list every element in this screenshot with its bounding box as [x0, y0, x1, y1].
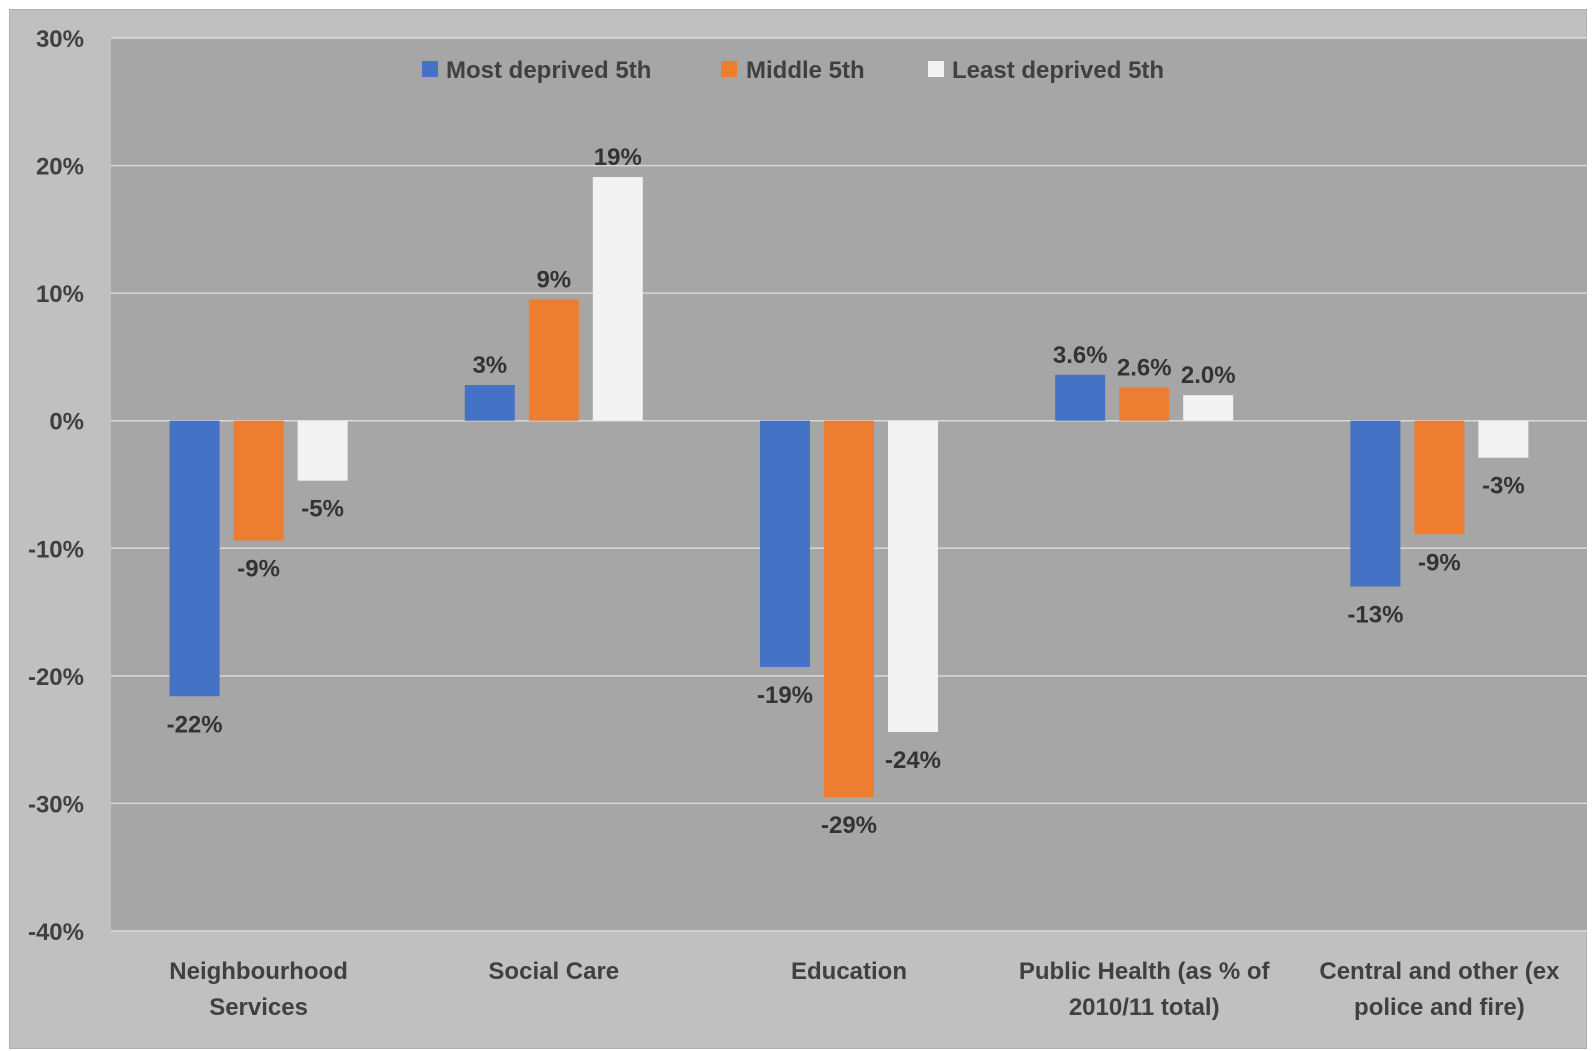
data-label: -13%: [1347, 602, 1403, 629]
bar: [1478, 420, 1529, 458]
legend-label: Middle 5th: [746, 57, 865, 84]
legend-label: Most deprived 5th: [446, 57, 651, 84]
data-label: 3.6%: [1053, 342, 1108, 369]
bar: [1119, 387, 1170, 421]
x-category-label: Services: [209, 994, 308, 1021]
data-label: -19%: [757, 682, 813, 709]
legend-swatch: [928, 61, 944, 77]
y-axis: 30% 20% 10% 0% -10% -20% -30% -40%: [28, 26, 84, 946]
bars: [169, 177, 1529, 798]
y-tick-label: 10%: [36, 281, 84, 308]
data-label: -5%: [301, 496, 344, 523]
y-tick-label: -20%: [28, 664, 84, 691]
data-label: -24%: [885, 747, 941, 774]
legend-swatch: [422, 61, 438, 77]
data-labels: -22% -9% -5% 3% 9% 19% -19% -29% -24% 3.6% 2.6% 2.0…: [167, 144, 1525, 839]
bar: [760, 420, 810, 667]
data-label: -29%: [821, 812, 877, 839]
x-axis: Neighbourhood Services Social Care Educatio…: [169, 958, 1560, 1021]
data-label: -22%: [167, 711, 223, 738]
legend-swatch: [721, 61, 737, 77]
x-category-label: Education: [791, 958, 907, 985]
data-label: 2.6%: [1117, 355, 1172, 382]
data-label: 19%: [594, 144, 642, 171]
data-label: -9%: [1418, 549, 1461, 576]
y-tick-label: 20%: [36, 154, 84, 181]
y-tick-label: -40%: [28, 919, 84, 946]
bar: [169, 420, 220, 697]
y-tick-label: 30%: [36, 26, 84, 53]
data-label: 2.0%: [1181, 362, 1236, 389]
x-category-label: Central and other (ex: [1319, 958, 1560, 985]
bar: [1183, 395, 1234, 421]
bar: [1414, 420, 1465, 535]
x-category-label: Social Care: [488, 958, 619, 985]
y-tick-label: -30%: [28, 791, 84, 818]
bar: [1055, 374, 1106, 421]
x-category-label: Public Health (as % of: [1019, 958, 1271, 985]
x-category-label: police and fire): [1354, 994, 1525, 1021]
legend: Most deprived 5th Middle 5th Least deprive…: [422, 57, 1164, 84]
bar: [824, 420, 874, 798]
bar: [233, 420, 284, 541]
data-label: -9%: [237, 556, 280, 583]
legend-label: Least deprived 5th: [952, 57, 1164, 84]
y-tick-label: 0%: [49, 409, 84, 436]
bar: [464, 384, 515, 421]
bar: [1350, 420, 1401, 587]
x-category-label: 2010/11 total): [1069, 994, 1220, 1021]
data-label: 9%: [536, 267, 571, 294]
data-label: -3%: [1482, 473, 1525, 500]
bar: [592, 177, 643, 421]
bar: [888, 420, 938, 732]
y-tick-label: -10%: [28, 536, 84, 563]
bar: [528, 299, 579, 421]
x-category-label: Neighbourhood: [169, 958, 348, 985]
bar: [297, 420, 348, 481]
data-label: 3%: [472, 352, 507, 379]
